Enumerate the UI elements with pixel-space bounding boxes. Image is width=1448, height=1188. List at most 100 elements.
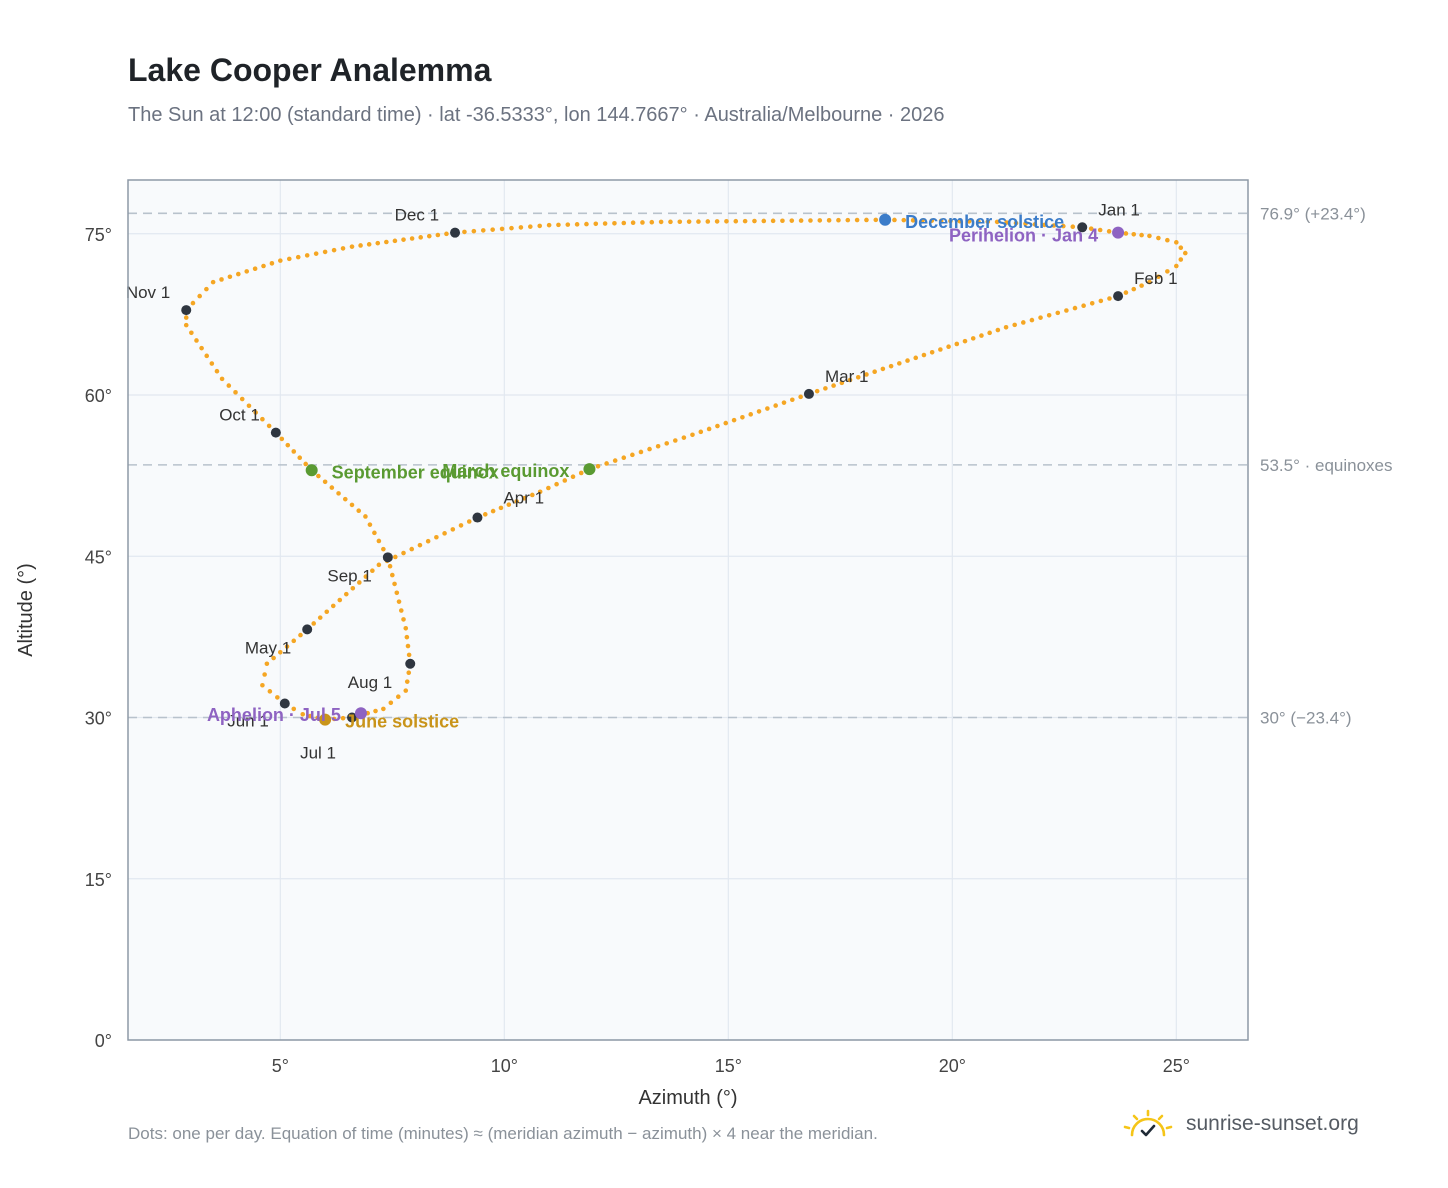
daily-sun-dot [1061,223,1066,229]
daily-sun-dot [406,670,412,676]
daily-sun-dot [962,338,968,344]
daily-sun-dot [1123,231,1129,236]
daily-sun-dot [417,542,423,548]
daily-sun-dot [300,711,306,717]
daily-sun-dot [1004,220,1009,225]
daily-sun-dot [826,218,832,223]
month-marker [181,305,192,316]
daily-sun-dot [291,449,297,454]
daily-sun-dot [307,713,313,719]
daily-sun-dot [324,609,330,615]
daily-sun-dot [731,417,737,423]
daily-sun-dot [466,519,472,524]
daily-sun-dot [1098,298,1104,304]
month-marker [1113,291,1124,302]
daily-sun-dot [686,219,692,224]
daily-sun-dot [317,615,323,620]
daily-sun-dot [236,271,241,277]
daily-sun-dot [434,534,439,540]
daily-sun-dot [593,221,599,227]
daily-sun-dot [329,485,335,490]
daily-sun-dot [183,322,189,328]
daily-sun-dot [839,380,845,386]
daily-sun-dot [297,455,303,461]
daily-sun-dot [742,218,748,224]
daily-sun-dot [612,220,617,226]
daily-sun-dot [1081,303,1086,308]
daily-sun-dot [499,226,505,232]
daily-sun-dot [1107,296,1112,301]
daily-sun-dot [406,652,412,658]
daily-sun-dot [343,591,349,597]
daily-sun-dot [490,508,496,514]
daily-sun-dot [698,429,704,435]
daily-sun-dot [373,708,378,714]
daily-sun-dot [938,218,944,224]
sun-check-icon [1123,1109,1173,1137]
month-markers: Jan 1 Feb 1 Mar 1 Apr 1 May 1 Jun 1 Jul 1 Aug 1… [126,200,1178,762]
event-marker [305,464,318,477]
month-marker-label: Apr 1 [503,489,544,508]
x-tick-label: 10° [491,1056,518,1076]
brand[interactable]: sunrise-sunset.org [1120,1104,1359,1144]
daily-sun-dot [405,643,411,649]
daily-sun-dot [190,300,196,306]
daily-sun-dot [518,225,524,230]
month-marker-label: Dec 1 [395,206,439,225]
daily-sun-dot [823,386,828,391]
daily-sun-dot [1021,320,1026,325]
daily-sun-dot [199,345,204,351]
daily-sun-dot [690,432,695,438]
daily-sun-dot [252,266,258,271]
daily-sun-dot [864,217,869,223]
month-marker [803,388,814,399]
daily-sun-dot [336,491,341,496]
daily-sun-dot [303,461,309,467]
daily-sun-dot [394,590,400,596]
daily-sun-dot [855,374,861,380]
event-label: June solstice [345,712,459,732]
month-marker [302,624,313,635]
daily-sun-dot [773,403,778,408]
daily-sun-dot [425,538,431,544]
daily-sun-dot [390,572,395,578]
daily-sun-dot [204,286,209,292]
y-tick-label: 0° [95,1031,112,1051]
daily-sun-dot [194,338,199,343]
daily-sun-dot [831,383,836,388]
daily-sun-dot [537,223,543,229]
daily-sun-dot [640,220,645,225]
month-marker [450,227,461,238]
daily-sun-dot [356,508,362,513]
daily-sun-dot [1055,310,1061,316]
daily-sun-dot [630,220,636,226]
reference-line-label: 30° (−23.4°) [1260,709,1352,728]
daily-sun-dot [817,218,823,223]
daily-sun-dot [409,546,415,552]
daily-sun-dot [946,344,951,350]
plot-area [128,180,1248,1040]
daily-sun-dot [313,251,319,256]
daily-sun-dot [995,327,1001,333]
daily-sun-dot [384,239,389,245]
daily-sun-dot [350,586,356,591]
month-marker-label: May 1 [245,638,291,657]
daily-sun-dot [214,368,220,374]
daily-sun-dot [1139,283,1144,288]
daily-sun-dot [395,694,401,700]
daily-sun-dot [295,254,301,260]
plot-frame [127,179,1249,1041]
daily-sun-dot [266,423,272,429]
x-tick-label: 25° [1163,1056,1190,1076]
daily-sun-dot [316,473,321,479]
daily-sun-dot [393,554,398,560]
month-marker-label: Nov 1 [126,283,170,302]
daily-sun-dot [482,512,488,517]
daily-sun-dot [219,277,224,282]
daily-sun-dot [872,369,877,375]
y-tick-label: 60° [85,386,112,406]
daily-sun-dot [798,218,804,223]
event-label: December solstice [905,212,1064,232]
y-tick-label: 45° [85,547,112,567]
